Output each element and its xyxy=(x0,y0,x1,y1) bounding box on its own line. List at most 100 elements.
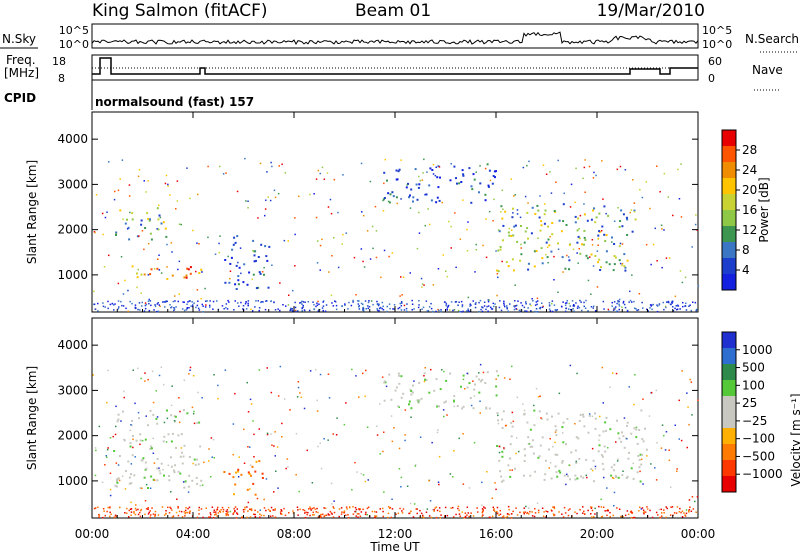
echo-cell xyxy=(171,274,174,277)
echo-cell xyxy=(582,476,585,479)
echo-cell xyxy=(336,417,338,419)
echo-cell xyxy=(518,309,521,312)
echo-cell xyxy=(587,279,590,282)
echo-cell xyxy=(358,508,361,511)
echo-cell xyxy=(129,211,131,214)
echo-cell xyxy=(486,371,489,374)
echo-cell xyxy=(545,241,548,244)
echo-cell xyxy=(151,507,153,509)
echo-cell xyxy=(238,305,240,307)
echo-cell xyxy=(258,309,260,312)
echo-cell xyxy=(264,214,266,217)
echo-cell xyxy=(484,193,487,196)
echo-cell xyxy=(163,421,166,424)
echo-cell xyxy=(277,308,279,310)
echo-cell xyxy=(193,410,195,413)
echo-cell xyxy=(320,513,322,516)
echo-cell xyxy=(168,512,171,514)
echo-cell xyxy=(267,196,269,198)
echo-cell xyxy=(471,188,474,191)
echo-cell xyxy=(552,506,554,508)
echo-cell xyxy=(253,513,255,515)
echo-cell xyxy=(624,514,627,517)
echo-cell xyxy=(562,441,565,444)
echo-cell xyxy=(540,247,543,250)
echo-cell xyxy=(452,476,454,478)
echo-cell xyxy=(462,310,464,313)
echo-cell xyxy=(583,236,586,239)
echo-cell xyxy=(472,407,475,410)
echo-cell xyxy=(149,447,152,450)
echo-cell xyxy=(592,177,595,179)
echo-cell xyxy=(234,483,237,486)
echo-cell xyxy=(626,510,629,512)
echo-cell xyxy=(507,310,509,312)
freq-unit: [MHz] xyxy=(4,66,39,80)
echo-cell xyxy=(251,509,253,512)
echo-cell xyxy=(588,165,591,168)
echo-cell xyxy=(256,497,259,500)
echo-cell xyxy=(145,508,148,510)
echo-cell xyxy=(639,189,641,191)
echo-cell xyxy=(514,224,517,227)
echo-cell xyxy=(501,455,504,458)
echo-cell xyxy=(467,308,469,310)
echo-cell xyxy=(553,210,556,212)
echo-cell xyxy=(165,441,168,443)
echo-cell xyxy=(467,512,470,514)
echo-cell xyxy=(316,302,318,304)
echo-cell xyxy=(180,447,183,449)
echo-cell xyxy=(344,303,346,305)
echo-cell xyxy=(115,405,117,408)
echo-cell xyxy=(540,224,543,227)
echo-cell xyxy=(162,301,164,303)
echo-cell xyxy=(128,238,131,241)
echo-cell xyxy=(173,308,176,310)
echo-cell xyxy=(177,507,179,509)
echo-cell xyxy=(310,509,312,511)
echo-cell xyxy=(134,513,137,516)
echo-cell xyxy=(613,505,615,507)
echo-cell xyxy=(243,511,245,513)
echo-cell xyxy=(557,412,560,415)
echo-cell xyxy=(639,453,642,456)
echo-cell xyxy=(382,309,385,311)
echo-cell xyxy=(201,397,203,399)
echo-cell xyxy=(558,511,560,513)
echo-cell xyxy=(139,487,142,490)
echo-cell xyxy=(277,487,279,489)
echo-cell xyxy=(400,396,403,399)
echo-cell xyxy=(685,512,688,515)
echo-cell xyxy=(207,236,209,239)
echo-cell xyxy=(135,439,138,442)
echo-cell xyxy=(591,239,594,241)
echo-cell xyxy=(539,229,542,232)
echo-cell xyxy=(147,513,150,515)
echo-cell xyxy=(444,516,446,518)
echo-cell xyxy=(222,508,225,511)
echo-cell xyxy=(273,301,275,304)
echo-cell xyxy=(555,471,558,474)
echo-cell xyxy=(185,276,188,279)
cpid-label: CPID xyxy=(4,91,36,105)
echo-cell xyxy=(540,220,543,223)
echo-cell xyxy=(455,177,457,180)
echo-cell xyxy=(221,506,224,509)
echo-cell xyxy=(281,163,283,165)
echo-cell xyxy=(462,433,464,435)
echo-cell xyxy=(168,475,170,477)
echo-cell xyxy=(534,310,536,313)
echo-cell xyxy=(114,303,116,305)
echo-cell xyxy=(382,198,385,201)
echo-cell xyxy=(584,307,587,309)
echo-cell xyxy=(189,369,191,371)
echo-cell xyxy=(279,282,281,284)
colorbar-segment xyxy=(722,332,736,349)
echo-cell xyxy=(331,255,333,257)
echo-cell xyxy=(274,309,277,311)
echo-cell xyxy=(621,264,623,267)
echo-cell xyxy=(444,515,446,517)
echo-cell xyxy=(128,476,131,479)
echo-cell xyxy=(672,214,674,217)
echo-cell xyxy=(590,218,593,221)
